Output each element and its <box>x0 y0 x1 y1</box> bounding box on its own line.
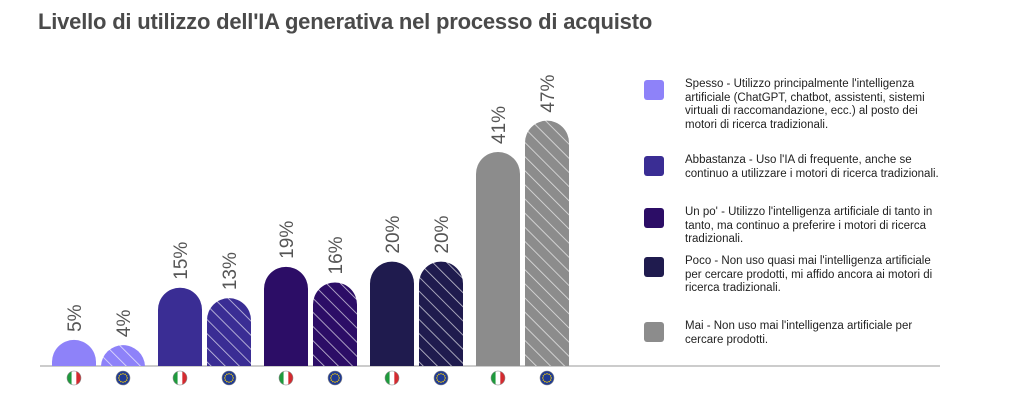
italy-flag-icon <box>66 370 82 386</box>
bar-abbastanza-europa <box>207 298 251 366</box>
eu-flag-icon <box>221 370 237 386</box>
bar-value-label: 47% <box>538 75 559 113</box>
eu-flag-icon <box>433 370 449 386</box>
bar-value-label: 5% <box>65 304 86 332</box>
italy-flag-icon <box>384 370 400 386</box>
chart-title: Livello di utilizzo dell'IA generativa n… <box>38 9 653 34</box>
bar-mai-europa <box>525 120 569 366</box>
bar-value-label: 20% <box>383 215 404 253</box>
bar-value-label: 19% <box>277 221 298 259</box>
legend-text: Poco - Non uso quasi mai l'intelligenza … <box>685 255 933 294</box>
bar-mai-italia <box>476 151 520 366</box>
legend-text: Mai - Non uso mai l'intelligenza artific… <box>685 320 913 346</box>
legend-swatch <box>644 80 664 100</box>
legend-swatch <box>644 208 664 228</box>
bar-spesso-europa <box>101 345 145 366</box>
bar-spesso-italia <box>52 339 96 366</box>
legend-swatch <box>644 257 664 277</box>
legend-swatch <box>644 156 664 176</box>
legend-text: Abbastanza - Uso l'IA di frequente, anch… <box>685 154 939 180</box>
bar-value-label: 15% <box>171 242 192 280</box>
eu-flag-icon <box>539 370 555 386</box>
bar-value-label: 41% <box>489 106 510 144</box>
bar-poco-europa <box>419 261 463 366</box>
italy-flag-icon <box>172 370 188 386</box>
value-labels-group: 5% 4% 15% 13% 19% 16% 20% 20% 41% 47% <box>65 75 559 338</box>
italy-flag-icon <box>490 370 506 386</box>
bar-unpo-italia <box>264 266 308 366</box>
bars-group <box>52 120 569 366</box>
legend-swatch <box>644 322 664 342</box>
eu-flag-icon <box>115 370 131 386</box>
bar-value-label: 16% <box>326 236 347 274</box>
bar-poco-italia <box>370 261 414 366</box>
bar-unpo-europa <box>313 282 357 366</box>
bar-value-label: 4% <box>114 310 135 338</box>
eu-flag-icon <box>327 370 343 386</box>
bar-value-label: 20% <box>432 215 453 253</box>
legend-text: Un po' - Utilizzo l'intelligenza artific… <box>685 206 933 245</box>
bar-abbastanza-italia <box>158 287 202 366</box>
bar-value-label: 13% <box>220 252 241 290</box>
italy-flag-icon <box>278 370 294 386</box>
flags-group <box>66 370 555 386</box>
legend-text: Spesso - Utilizzo principalmente l'intel… <box>685 78 925 131</box>
